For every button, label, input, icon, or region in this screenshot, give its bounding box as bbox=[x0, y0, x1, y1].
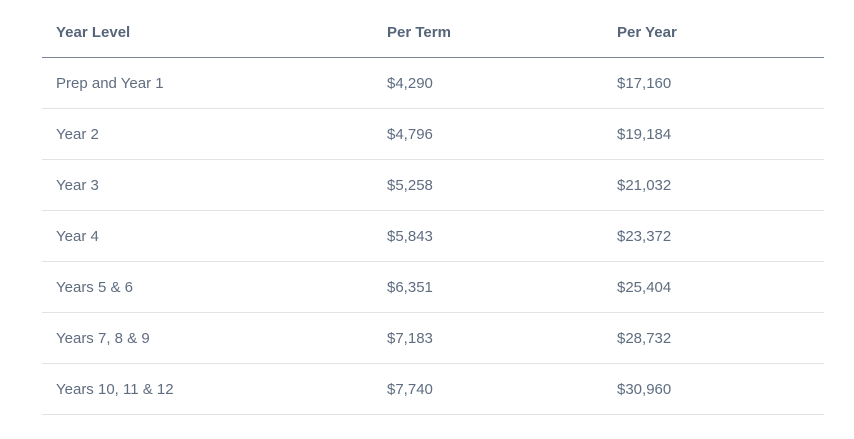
per-term-cell: $7,183 bbox=[373, 312, 603, 364]
header-year-level: Year Level bbox=[42, 7, 373, 58]
per-term-cell: $6,351 bbox=[373, 261, 603, 313]
table-row: Year 2 $4,796 $19,184 bbox=[42, 108, 824, 160]
per-year-cell: $21,032 bbox=[603, 159, 824, 211]
per-year-cell: $19,184 bbox=[603, 108, 824, 160]
per-term-cell: $5,843 bbox=[373, 210, 603, 262]
year-level-cell: Year 2 bbox=[42, 108, 373, 160]
header-per-year: Per Year bbox=[603, 7, 824, 58]
per-year-cell: $28,732 bbox=[603, 312, 824, 364]
per-term-cell: $4,290 bbox=[373, 57, 603, 109]
year-level-cell: Year 3 bbox=[42, 159, 373, 211]
per-year-cell: $17,160 bbox=[603, 57, 824, 109]
year-level-cell: Year 4 bbox=[42, 210, 373, 262]
year-level-cell: Prep and Year 1 bbox=[42, 57, 373, 109]
table-row: Years 7, 8 & 9 $7,183 $28,732 bbox=[42, 312, 824, 364]
per-year-cell: $23,372 bbox=[603, 210, 824, 262]
year-level-cell: Years 7, 8 & 9 bbox=[42, 312, 373, 364]
per-term-cell: $4,796 bbox=[373, 108, 603, 160]
per-year-cell: $25,404 bbox=[603, 261, 824, 313]
table-header-row: Year Level Per Term Per Year bbox=[42, 7, 824, 58]
table-row: Prep and Year 1 $4,290 $17,160 bbox=[42, 57, 824, 109]
per-term-cell: $5,258 bbox=[373, 159, 603, 211]
table-row: Year 4 $5,843 $23,372 bbox=[42, 210, 824, 262]
per-year-cell: $30,960 bbox=[603, 363, 824, 415]
table-row: Year 3 $5,258 $21,032 bbox=[42, 159, 824, 211]
table-row: Years 5 & 6 $6,351 $25,404 bbox=[42, 261, 824, 313]
fees-table: Year Level Per Term Per Year Prep and Ye… bbox=[42, 7, 824, 415]
header-per-term: Per Term bbox=[373, 7, 603, 58]
table-row: Years 10, 11 & 12 $7,740 $30,960 bbox=[42, 363, 824, 415]
year-level-cell: Years 5 & 6 bbox=[42, 261, 373, 313]
year-level-cell: Years 10, 11 & 12 bbox=[42, 363, 373, 415]
per-term-cell: $7,740 bbox=[373, 363, 603, 415]
